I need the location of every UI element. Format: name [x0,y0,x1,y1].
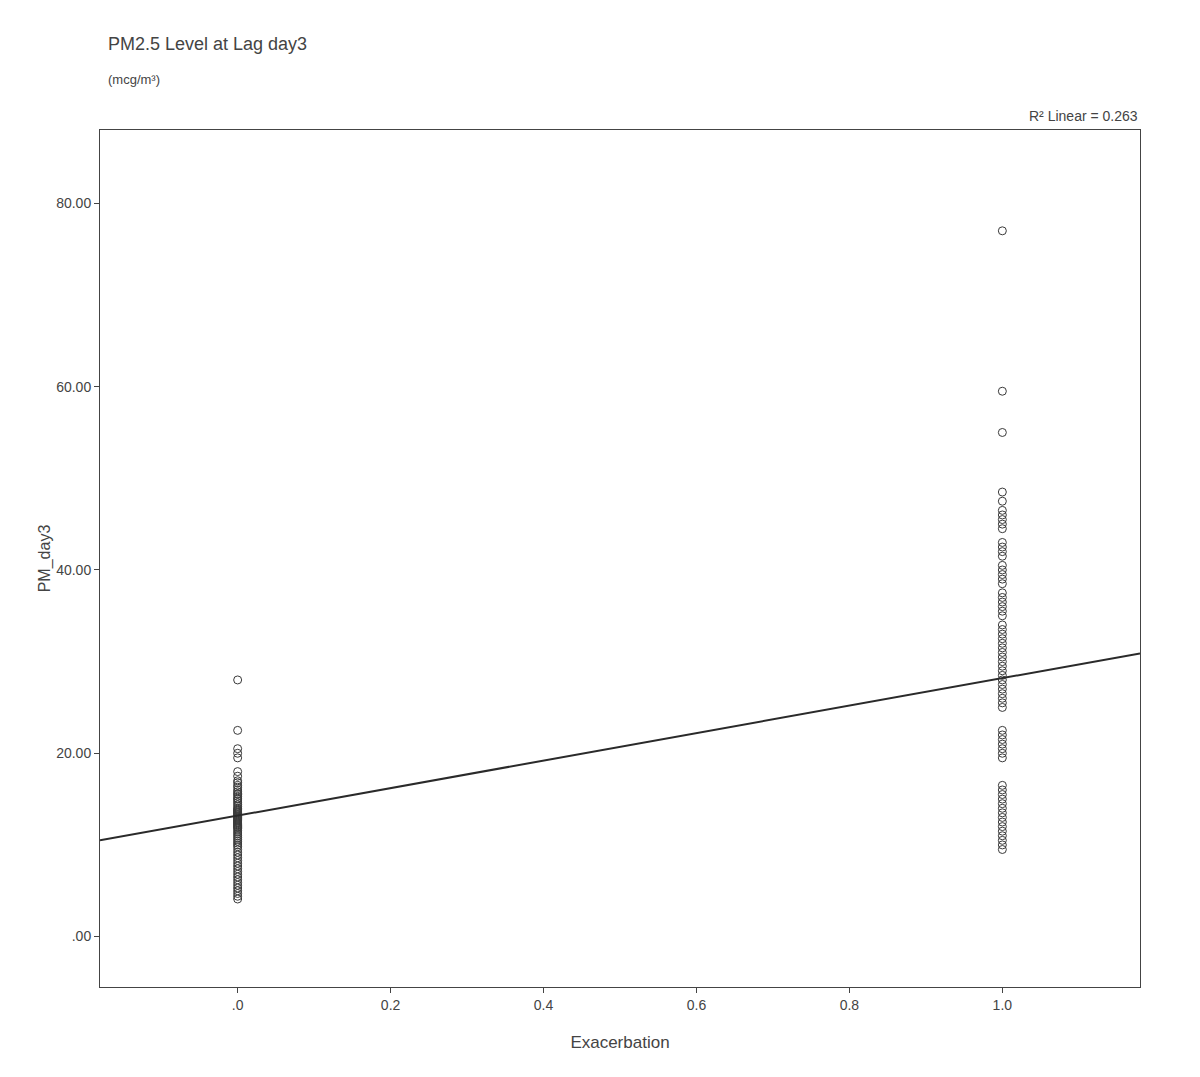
svg-text:40.00: 40.00 [56,562,91,578]
svg-text:0.2: 0.2 [381,997,401,1013]
svg-text:(mcg/m³): (mcg/m³) [108,72,160,87]
svg-text:R² Linear = 0.263: R² Linear = 0.263 [1029,108,1138,124]
svg-text:.0: .0 [232,997,244,1013]
svg-text:Exacerbation: Exacerbation [570,1033,669,1052]
svg-text:1.0: 1.0 [993,997,1013,1013]
svg-text:0.6: 0.6 [687,997,707,1013]
svg-text:PM_day3: PM_day3 [36,525,54,593]
svg-text:20.00: 20.00 [56,745,91,761]
svg-text:0.8: 0.8 [840,997,860,1013]
svg-text:80.00: 80.00 [56,195,91,211]
svg-text:60.00: 60.00 [56,379,91,395]
svg-text:.00: .00 [72,928,92,944]
svg-text:PM2.5 Level at Lag day3: PM2.5 Level at Lag day3 [108,34,307,54]
svg-text:0.4: 0.4 [534,997,554,1013]
